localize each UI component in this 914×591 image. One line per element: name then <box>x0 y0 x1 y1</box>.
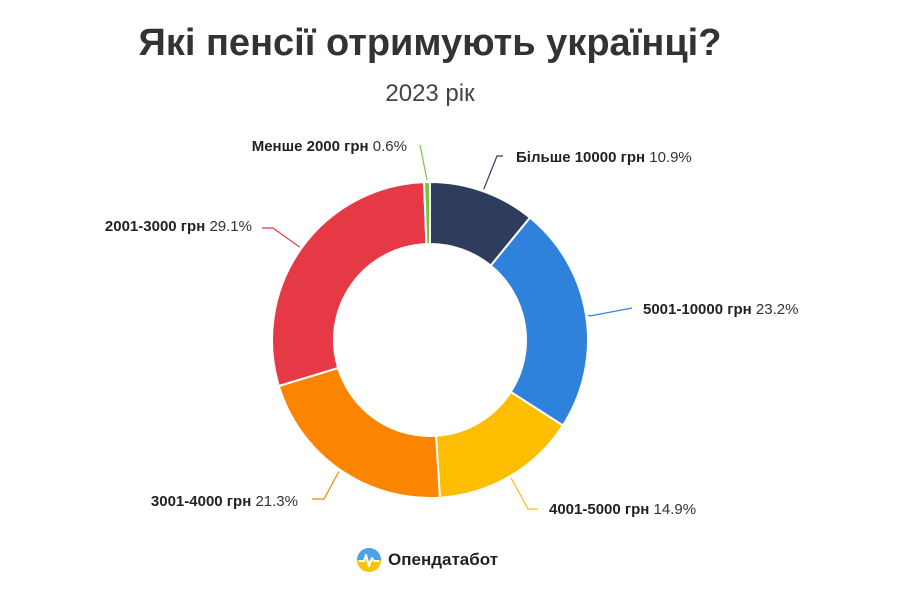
slice-label: 3001-4000 грн 21.3% <box>151 493 298 510</box>
chart-subtitle: 2023 рік <box>385 80 475 107</box>
slice-label: 5001-10000 грн 23.2% <box>643 301 798 318</box>
brand-name: Опендатабот <box>388 550 499 569</box>
donut-slice <box>271 181 428 387</box>
slice-label-name: 5001-10000 грн <box>643 301 756 318</box>
donut-slice <box>277 366 441 499</box>
slice-label-name: 4001-5000 грн <box>549 501 654 518</box>
slice-label-value: 29.1% <box>209 218 252 235</box>
slice-label-name: 3001-4000 грн <box>151 493 256 510</box>
slice-label: 2001-3000 грн 29.1% <box>105 218 252 235</box>
label-connector <box>419 144 428 181</box>
slice-label-name: Менше 2000 грн <box>252 138 373 155</box>
slice-label: 4001-5000 грн 14.9% <box>549 501 696 518</box>
slice-label-value: 14.9% <box>654 501 697 518</box>
label-connector <box>312 471 340 500</box>
donut-slice <box>423 180 431 246</box>
brand-logo: Опендатабот <box>356 546 498 574</box>
slice-label-value: 21.3% <box>255 493 298 510</box>
slice-label-value: 23.2% <box>756 301 799 318</box>
label-connector <box>262 227 301 248</box>
donut-slice <box>489 216 589 427</box>
slice-label-name: Більше 10000 грн <box>516 149 649 166</box>
slice-label: Більше 10000 грн 10.9% <box>516 149 692 166</box>
slice-label-value: 0.6% <box>373 138 407 155</box>
label-connector <box>483 155 503 190</box>
slice-label-value: 10.9% <box>649 149 692 166</box>
label-connector <box>510 477 538 510</box>
label-connector <box>587 307 633 317</box>
slice-label-name: 2001-3000 грн <box>105 218 210 235</box>
slice-label: Менше 2000 грн 0.6% <box>252 138 407 155</box>
opendatabot-logo-icon <box>357 548 381 572</box>
chart-title: Які пенсії отримують українці? <box>138 22 722 64</box>
